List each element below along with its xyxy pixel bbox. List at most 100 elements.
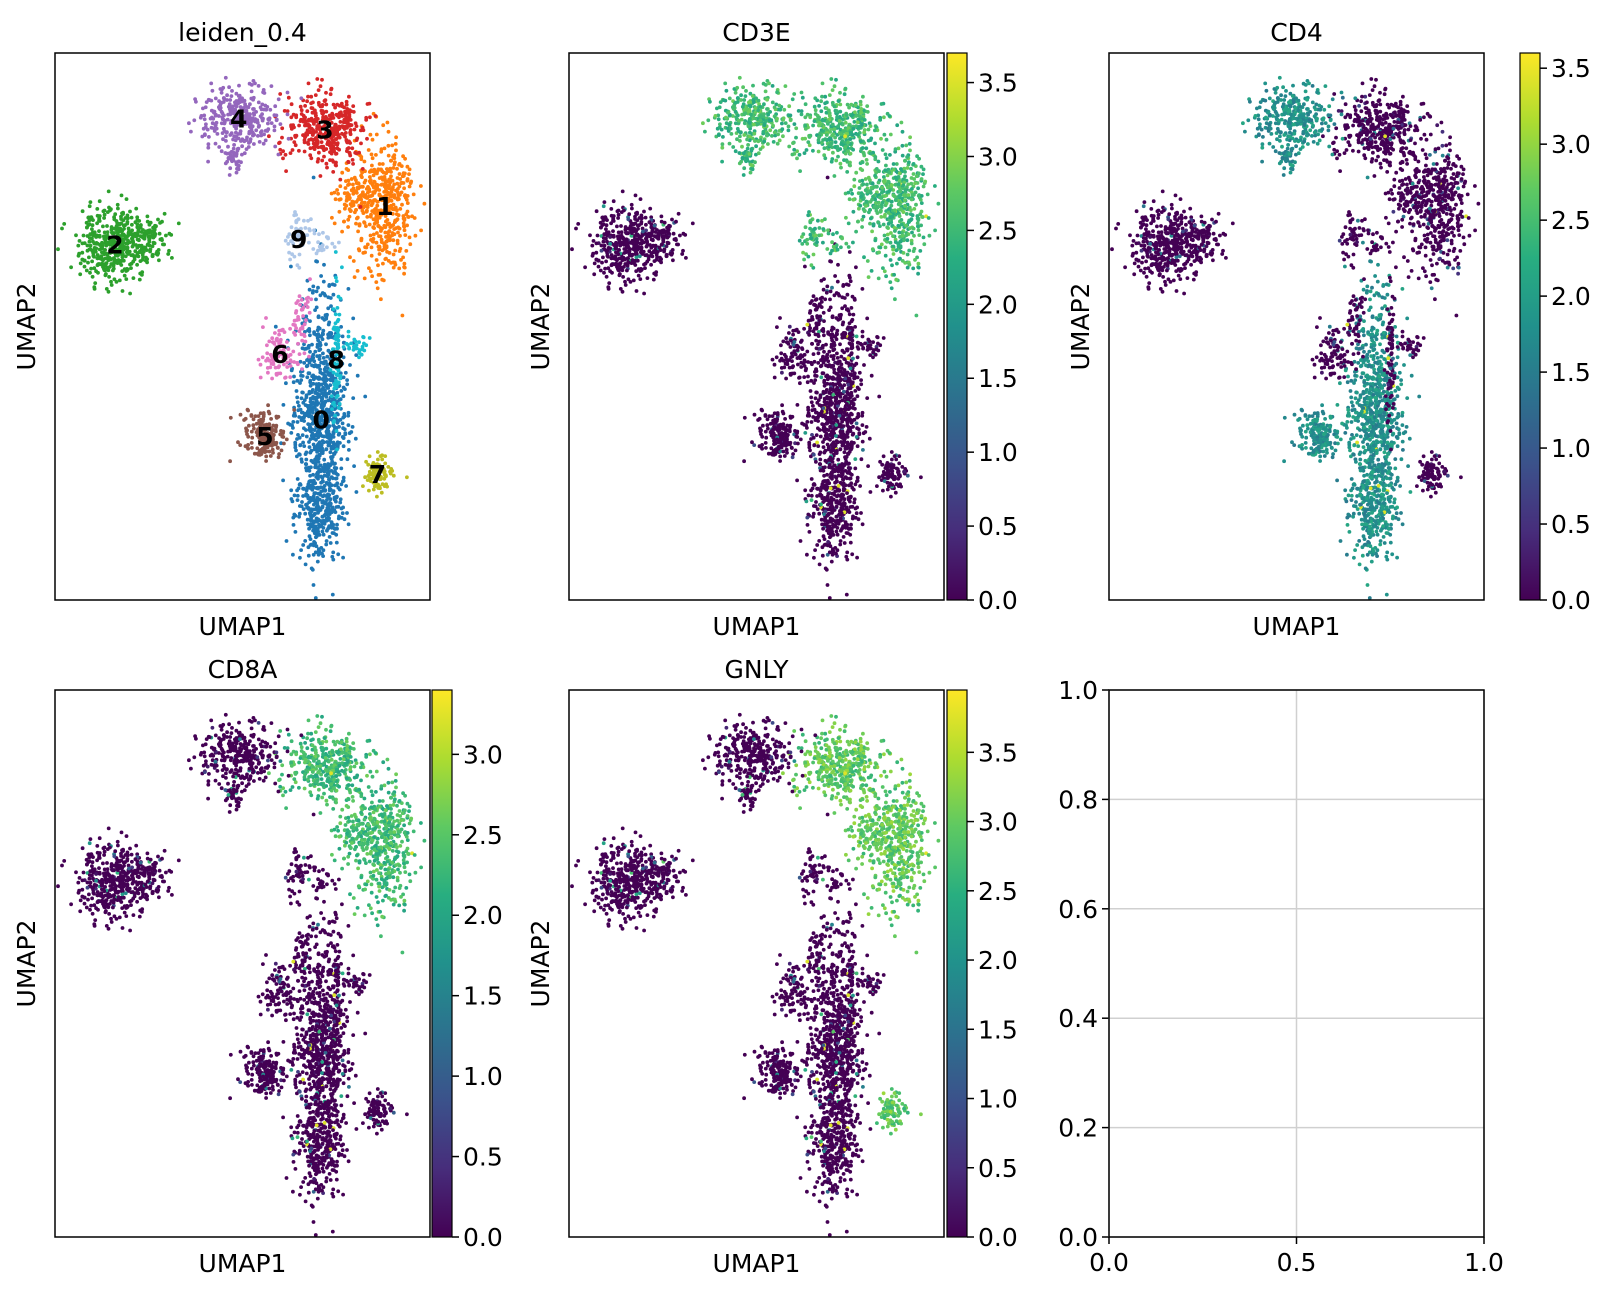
cell-point xyxy=(124,197,129,202)
cell-point xyxy=(156,217,160,222)
cell-point xyxy=(346,410,351,415)
cell-point xyxy=(261,116,265,121)
cell-point xyxy=(862,255,866,260)
cell-point xyxy=(343,186,348,190)
cell-point xyxy=(319,395,324,400)
cell-point xyxy=(911,249,916,254)
cell-point xyxy=(141,235,145,240)
cell-point xyxy=(304,488,309,493)
cell-point xyxy=(834,514,839,519)
cell-point xyxy=(349,430,354,434)
cell-point xyxy=(345,382,350,387)
cell-point xyxy=(333,312,338,317)
cell-point xyxy=(879,215,884,219)
cell-point xyxy=(809,420,814,424)
cell-point xyxy=(883,152,888,157)
cell-point xyxy=(305,517,310,522)
cell-point xyxy=(332,419,336,423)
cell-point xyxy=(855,385,860,390)
cell-point xyxy=(341,355,346,360)
cell-point xyxy=(322,99,327,103)
cell-point xyxy=(323,388,327,393)
cell-point xyxy=(812,381,816,385)
cluster-label: 6 xyxy=(271,340,288,369)
cell-point xyxy=(825,583,830,587)
cell-point xyxy=(851,197,856,202)
cell-point xyxy=(330,459,335,464)
cell-point xyxy=(916,271,920,276)
cell-point xyxy=(309,566,314,571)
cell-point xyxy=(261,141,266,146)
cell-point xyxy=(145,260,150,265)
cell-point xyxy=(852,497,857,502)
cell-point xyxy=(359,128,363,133)
cell-point xyxy=(332,149,336,154)
cell-point xyxy=(838,342,842,347)
cell-point xyxy=(266,121,270,126)
cell-point xyxy=(327,524,332,528)
cell-point xyxy=(306,346,311,350)
cell-point xyxy=(877,250,881,255)
cell-point xyxy=(247,81,252,86)
cell-point xyxy=(231,137,236,142)
cell-point xyxy=(870,229,874,234)
cell-point xyxy=(339,110,343,115)
cell-point xyxy=(847,197,852,202)
cell-point xyxy=(375,286,380,291)
cell-point xyxy=(346,329,351,334)
cell-point xyxy=(98,243,102,248)
cell-point xyxy=(379,229,383,233)
cell-point xyxy=(337,240,341,245)
cell-point xyxy=(834,451,839,455)
cell-point xyxy=(888,280,893,284)
cell-point xyxy=(291,523,296,527)
cell-point xyxy=(128,291,133,296)
cell-point xyxy=(119,214,123,219)
cell-point xyxy=(280,135,284,140)
cell-point xyxy=(145,214,150,219)
cell-point xyxy=(337,197,342,202)
cell-point xyxy=(341,555,345,560)
cell-point xyxy=(403,233,408,238)
cell-point xyxy=(301,440,305,445)
cell-point xyxy=(855,415,860,420)
cell-point xyxy=(828,375,833,380)
cell-point xyxy=(845,550,850,555)
cell-point xyxy=(310,133,315,137)
cell-point xyxy=(308,399,313,404)
cell-point xyxy=(160,219,164,224)
cell-point xyxy=(337,126,342,131)
cell-point xyxy=(916,261,921,266)
cell-point xyxy=(848,476,853,481)
cell-point xyxy=(340,265,344,270)
cell-point xyxy=(265,351,270,356)
cell-point xyxy=(863,209,867,213)
cell-point xyxy=(261,411,266,415)
cell-point xyxy=(85,243,90,248)
cell-point xyxy=(340,334,345,339)
cell-point xyxy=(91,248,96,253)
cell-point xyxy=(194,99,198,104)
cell-point xyxy=(305,305,310,309)
cell-point xyxy=(250,435,255,440)
cell-point xyxy=(131,240,136,245)
cell-point xyxy=(309,156,314,161)
cell-point xyxy=(374,280,379,284)
cell-point xyxy=(855,355,860,360)
cell-point xyxy=(284,169,288,174)
cell-point xyxy=(834,331,839,336)
cell-point xyxy=(330,407,334,411)
cell-point xyxy=(93,281,98,285)
cell-point xyxy=(156,248,161,252)
cell-point xyxy=(907,142,912,146)
cell-point xyxy=(337,406,341,410)
cell-point xyxy=(391,155,395,159)
cell-point xyxy=(848,505,853,509)
cell-point xyxy=(865,259,870,263)
cell-point xyxy=(302,138,307,143)
cell-point xyxy=(76,243,81,248)
cell-point xyxy=(215,132,220,136)
cell-point xyxy=(816,361,821,365)
cell-point xyxy=(129,215,134,220)
cell-point xyxy=(359,173,363,178)
